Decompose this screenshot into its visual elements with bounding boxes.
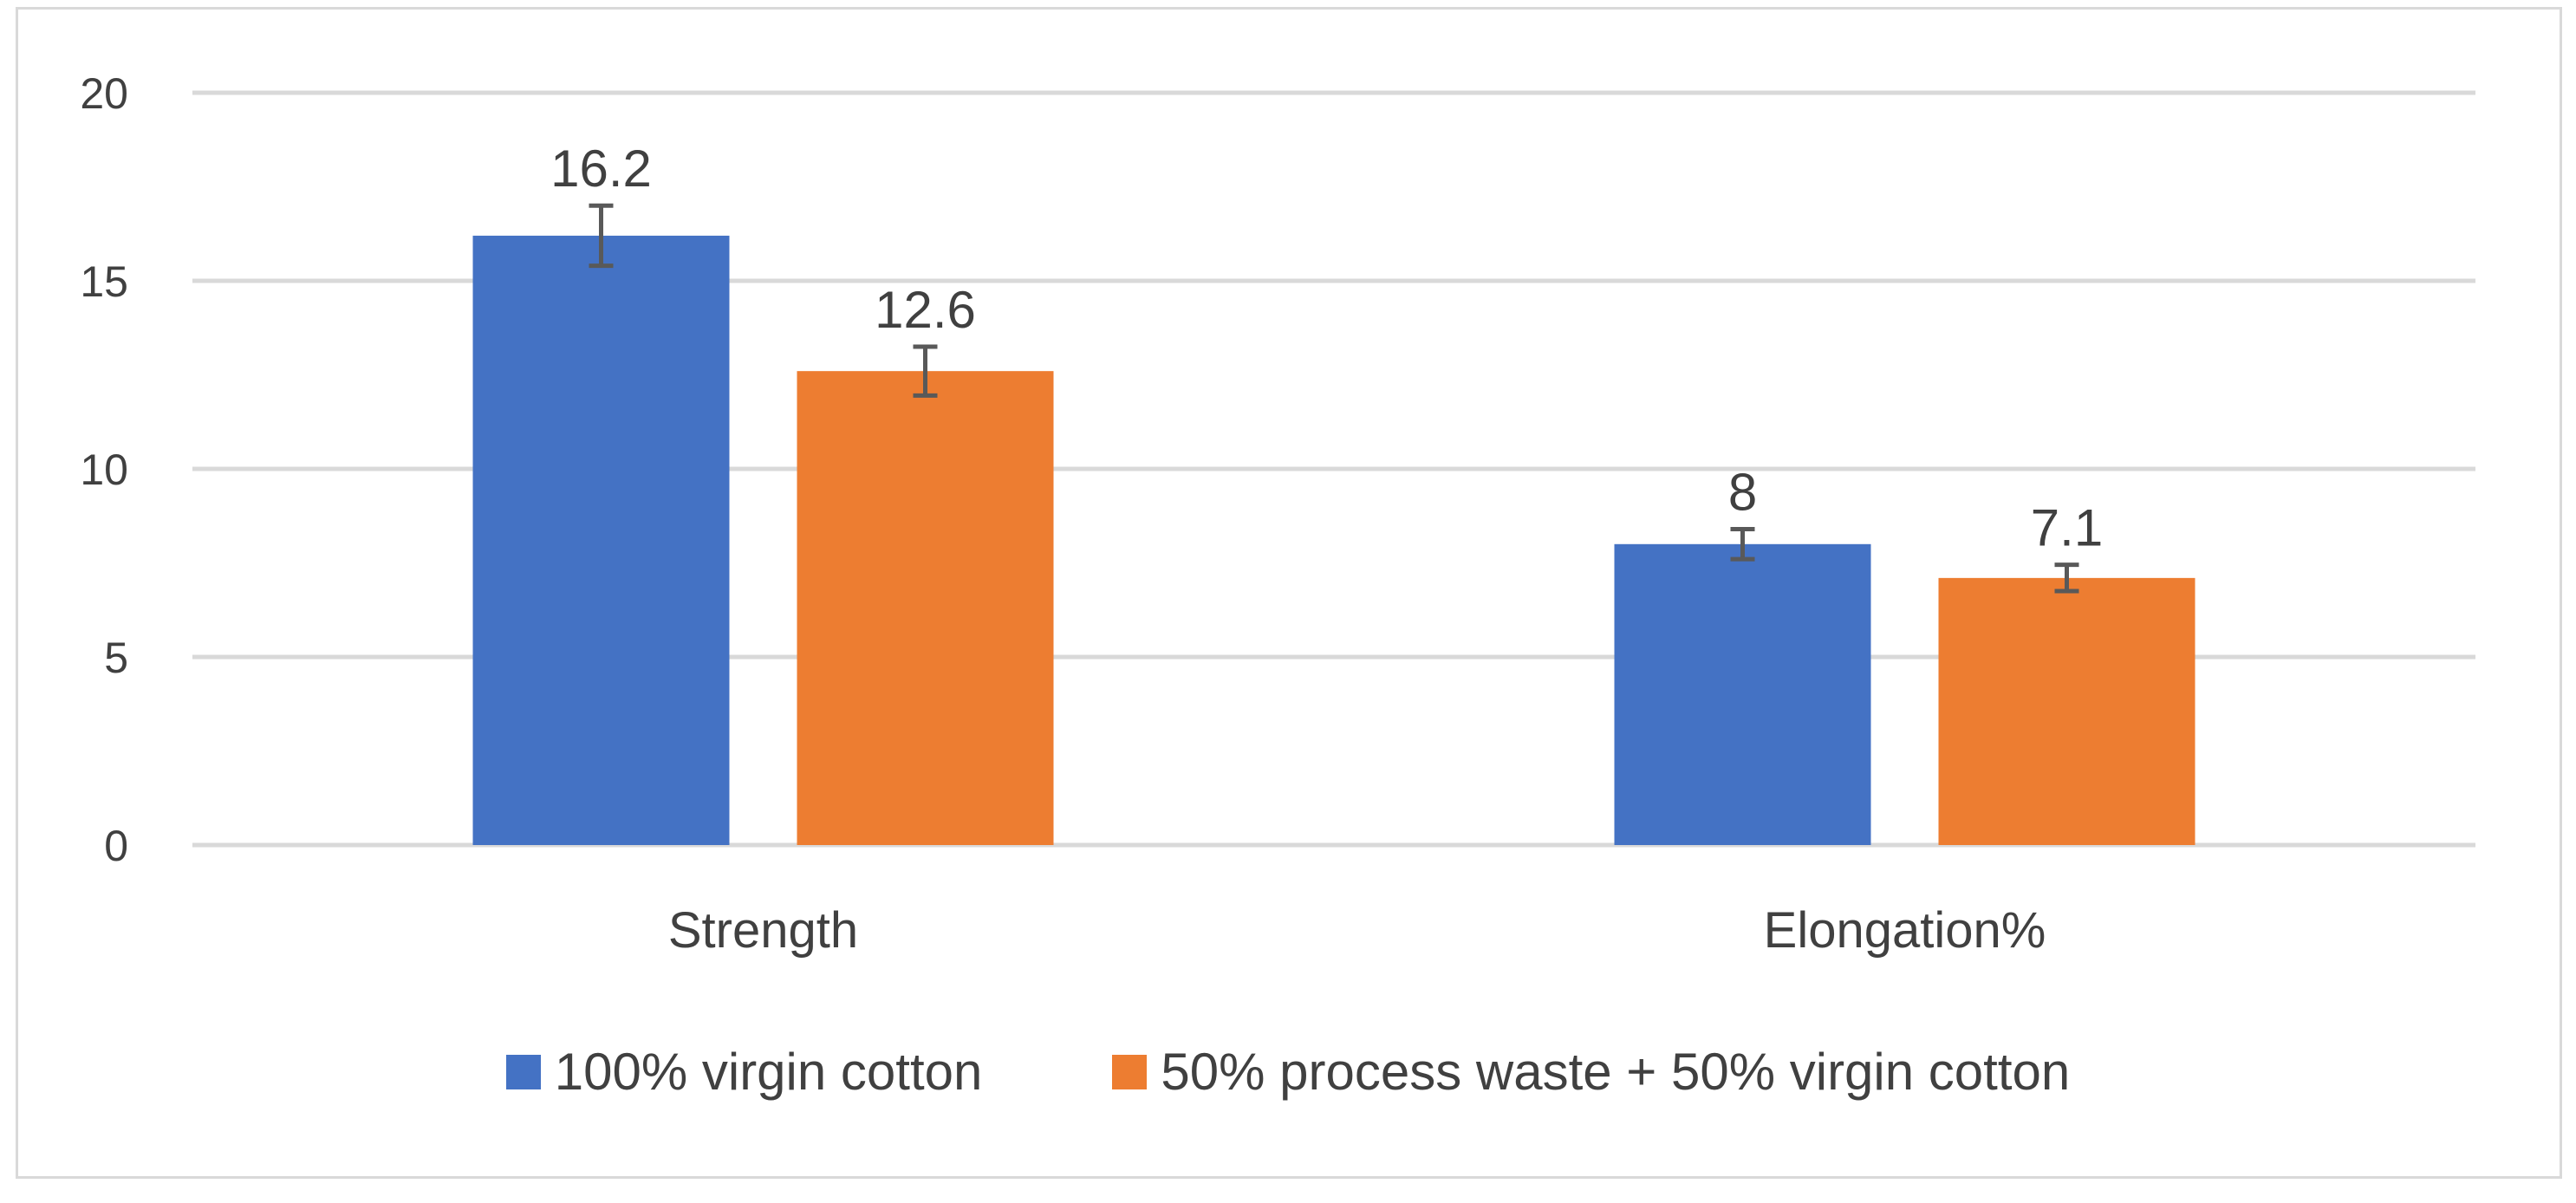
y-tick-label: 15	[80, 257, 128, 306]
data-label: 12.6	[875, 281, 976, 339]
data-label: 8	[1728, 463, 1757, 521]
legend-label-series-2: 50% process waste + 50% virgin cotton	[1161, 1043, 2071, 1101]
y-tick-label: 10	[80, 445, 128, 494]
bar-1-0	[472, 235, 730, 845]
legend-swatch-series-2	[1112, 1054, 1148, 1089]
error-bars	[589, 203, 2079, 594]
error-bar-1-1	[1730, 526, 1755, 562]
error-bar-1-0	[589, 203, 614, 269]
bar-2-1	[1938, 577, 2195, 845]
legend-item-series-2: 50% process waste + 50% virgin cotton	[1112, 1042, 2070, 1102]
legend-swatch-series-1	[505, 1054, 541, 1089]
error-bar-2-1	[2054, 562, 2079, 594]
legend-label-series-1: 100% virgin cotton	[554, 1043, 983, 1101]
legend-item-series-1: 100% virgin cotton	[505, 1042, 983, 1102]
category-label: Elongation%	[1764, 902, 2046, 959]
data-label: 16.2	[550, 140, 652, 198]
y-tick-label: 5	[104, 634, 128, 682]
bar-2-0	[797, 371, 1054, 845]
bars	[472, 235, 2195, 845]
legend: 100% virgin cotton 50% process waste + 5…	[0, 1042, 2576, 1102]
y-tick-label: 20	[80, 69, 128, 118]
bar-1-1	[1614, 543, 1871, 845]
x-axis-categories: Strength Elongation%	[668, 902, 2046, 959]
y-axis-ticks: 0 5 10 15 20	[80, 69, 128, 870]
category-label: Strength	[668, 902, 858, 959]
data-label: 7.1	[2031, 499, 2103, 557]
y-tick-label: 0	[104, 822, 128, 870]
error-bar-2-0	[913, 344, 938, 398]
data-labels: 16.2 12.6 8 7.1	[550, 140, 2103, 556]
